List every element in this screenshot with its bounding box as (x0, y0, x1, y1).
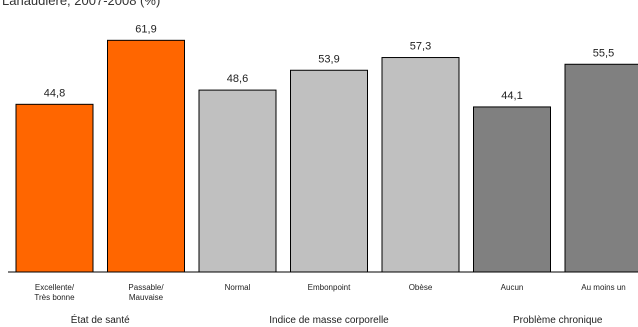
bar-value-label-4: 53,9 (318, 53, 339, 65)
category-label-5: Obèse (409, 283, 433, 292)
value-labels-layer: 44,8 61,9 48,6 53,9 57,3 44,1 55,5 (44, 23, 614, 102)
group-label-3: Problème chronique (513, 315, 603, 326)
category-label-1: Excellente/Très bonne (34, 283, 75, 302)
bar-value-label-1: 44,8 (44, 87, 65, 99)
category-label-6: Aucun (501, 283, 524, 292)
bar-7 (564, 63, 638, 273)
chart-title: Lanaudière, 2007-2008 (%) (2, 0, 160, 8)
category-label-4: Embonpoint (308, 283, 351, 292)
bar-3 (198, 89, 277, 273)
bar-6 (473, 106, 551, 273)
bar-value-label-5: 57,3 (410, 41, 431, 53)
group-label-1: État de santé (71, 313, 130, 326)
category-label-2: Passable/Mauvaise (128, 283, 164, 302)
category-labels-layer: Excellente/Très bonne Passable/Mauvaise No… (34, 283, 625, 302)
bar-value-label-6: 44,1 (501, 90, 522, 102)
bar-value-label-7: 55,5 (593, 47, 614, 59)
bar-value-label-3: 48,6 (227, 73, 248, 85)
bar-value-label-2: 61,9 (135, 23, 156, 35)
bars-layer (15, 39, 638, 273)
category-label-3: Normal (225, 283, 251, 292)
group-label-2: Indice de masse corporelle (269, 315, 389, 326)
bar-4 (290, 69, 368, 273)
group-labels-layer: État de santé Indice de masse corporelle P… (71, 313, 603, 326)
bar-2 (107, 39, 185, 273)
category-label-7: Au moins un (581, 283, 625, 292)
bar-5 (381, 57, 460, 273)
bar-1 (15, 103, 94, 273)
